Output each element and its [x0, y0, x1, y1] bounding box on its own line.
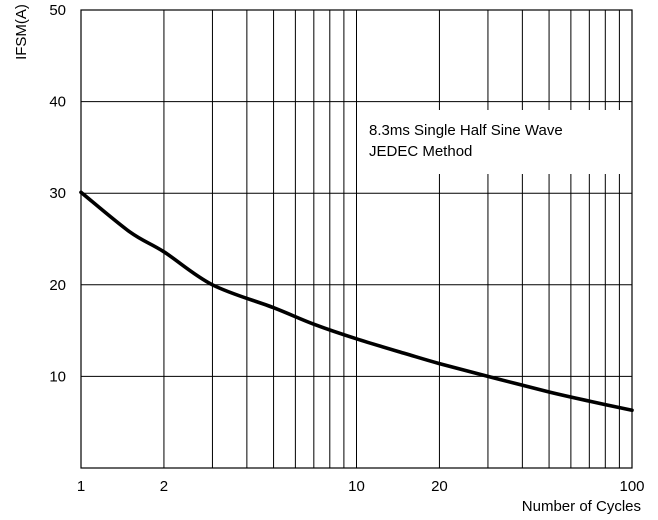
- y-tick-label: 30: [49, 185, 66, 202]
- y-tick-label: 50: [49, 2, 66, 19]
- y-tick-label: 10: [49, 368, 66, 385]
- annotation-background: [360, 110, 622, 174]
- x-tick-label: 20: [431, 478, 448, 495]
- series-line: [79, 190, 634, 413]
- y-axis-label: IFSM(A): [13, 4, 30, 60]
- x-tick-label: 2: [160, 478, 168, 495]
- x-tick-labels: 1 2 10 20 100: [77, 478, 645, 495]
- annotation-line-2: JEDEC Method: [369, 143, 472, 160]
- x-axis-label: Number of Cycles: [522, 498, 641, 515]
- x-tick-label: 100: [619, 478, 644, 495]
- plot-frame: [80, 9, 633, 469]
- annotation-line-1: 8.3ms Single Half Sine Wave: [369, 122, 563, 139]
- y-tick-label: 40: [49, 94, 66, 111]
- x-tick-label: 1: [77, 478, 85, 495]
- y-tick-labels: 10 20 30 40 50: [49, 2, 66, 385]
- x-tick-label: 10: [348, 478, 365, 495]
- surge-curve: [79, 190, 634, 413]
- y-tick-label: 20: [49, 277, 66, 294]
- x-gridlines: [80, 10, 633, 468]
